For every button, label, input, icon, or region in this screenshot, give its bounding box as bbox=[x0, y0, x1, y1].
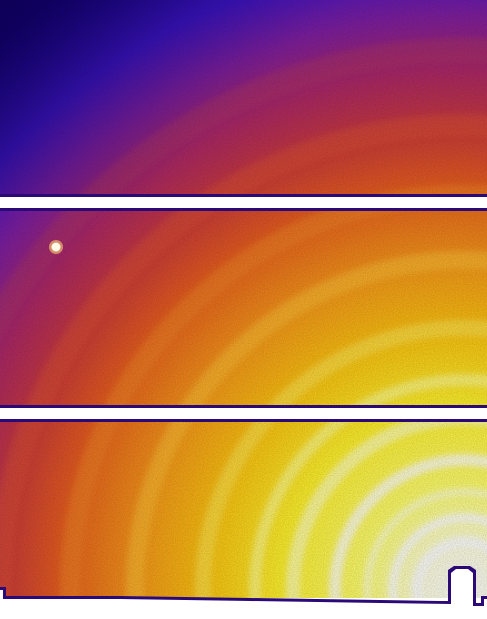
panel-gap bbox=[0, 408, 487, 419]
hot-pixel-spot bbox=[49, 240, 63, 254]
panel-gaps bbox=[0, 194, 487, 422]
hot-pixel bbox=[51, 242, 61, 252]
panel-gap bbox=[0, 197, 487, 208]
beamstop bbox=[0, 569, 487, 619]
beamstop-shadow bbox=[0, 566, 487, 619]
